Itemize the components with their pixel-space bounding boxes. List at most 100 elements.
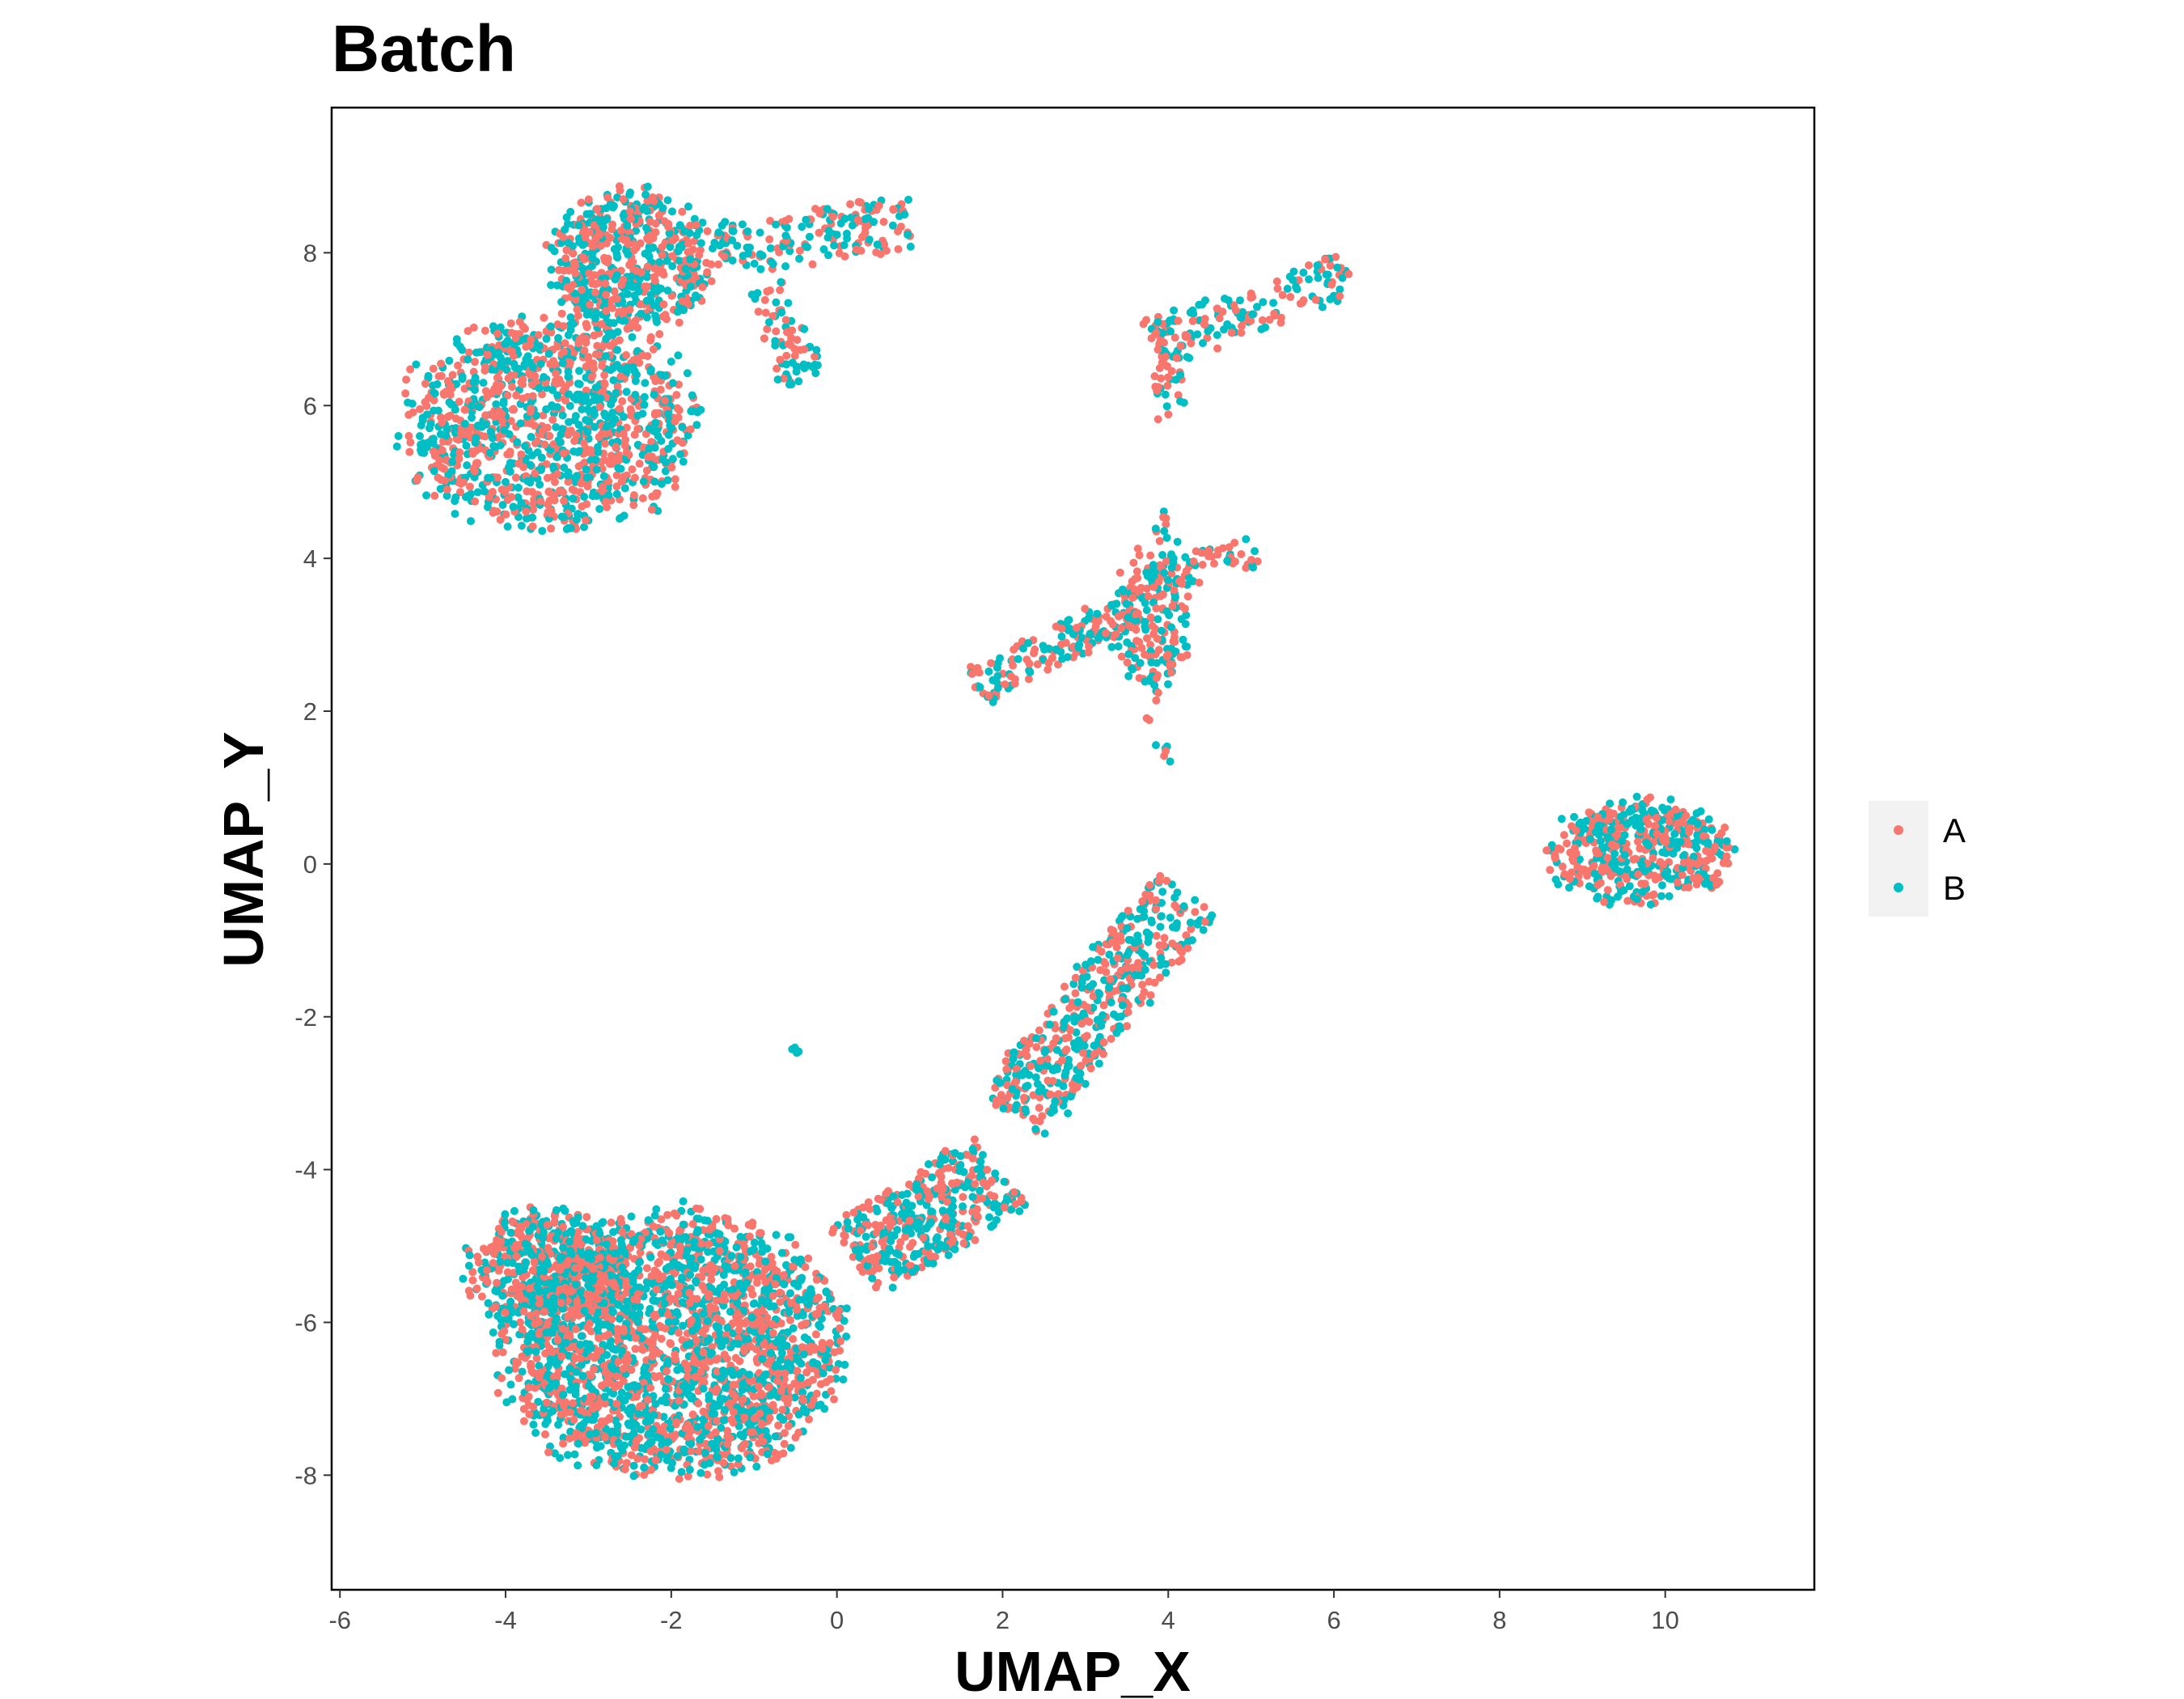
point-b (535, 383, 544, 392)
point-a (519, 463, 528, 472)
point-b (664, 430, 673, 439)
point-a (644, 452, 653, 461)
point-a (675, 1474, 684, 1483)
point-a (553, 470, 561, 478)
point-b (1646, 900, 1655, 909)
point-a (1589, 861, 1598, 870)
point-b (1213, 331, 1221, 340)
point-b (603, 422, 611, 431)
point-a (595, 403, 604, 411)
point-b (548, 386, 557, 395)
point-a (502, 510, 510, 519)
point-a (612, 1372, 621, 1381)
point-a (1001, 680, 1009, 688)
point-a (413, 477, 421, 485)
point-a (602, 290, 610, 299)
point-b (1181, 620, 1190, 629)
point-a (523, 487, 531, 496)
point-a (1665, 817, 1674, 826)
point-a (1091, 622, 1100, 631)
point-b (557, 298, 566, 307)
point-a (622, 448, 631, 456)
point-a (601, 279, 610, 288)
point-a (1594, 880, 1602, 889)
point-b (1657, 892, 1666, 900)
point-a (629, 501, 638, 510)
point-a (1688, 859, 1697, 867)
point-b (516, 419, 525, 428)
point-b (542, 334, 551, 343)
point-a (1722, 852, 1731, 861)
point-b (1223, 557, 1232, 566)
point-a (1711, 842, 1720, 851)
point-a (1189, 557, 1198, 566)
point-a (490, 413, 499, 422)
point-b (417, 440, 425, 449)
point-a (1152, 604, 1161, 612)
point-a (532, 437, 541, 446)
point-b (602, 352, 611, 361)
point-a (522, 507, 531, 516)
point-b (1064, 616, 1073, 625)
point-a (1150, 372, 1159, 380)
point-a (668, 236, 677, 245)
point-b (1582, 816, 1591, 825)
point-a (1168, 602, 1177, 611)
point-b (616, 514, 624, 523)
point-a (1128, 593, 1137, 602)
point-b (1158, 626, 1166, 635)
point-b (1289, 267, 1298, 276)
point-a (610, 338, 619, 347)
point-b (906, 242, 915, 251)
point-a (879, 218, 888, 227)
point-b (642, 273, 651, 282)
point-a (607, 1218, 616, 1227)
point-a (1709, 874, 1717, 883)
point-a (967, 669, 976, 678)
point-a (1129, 558, 1138, 567)
point-a (647, 505, 656, 514)
point-a (569, 249, 578, 258)
point-b (573, 390, 582, 399)
point-a (1010, 680, 1019, 688)
point-b (873, 240, 882, 249)
point-a (629, 257, 637, 266)
point-b (1223, 320, 1232, 328)
point-a (593, 341, 602, 350)
point-b (1179, 635, 1187, 644)
point-a (861, 228, 870, 237)
point-a (493, 507, 502, 516)
point-a (987, 659, 996, 667)
point-b (547, 265, 556, 274)
point-a (889, 205, 898, 214)
point-b (592, 1443, 601, 1452)
point-a (471, 497, 480, 506)
point-b (1607, 896, 1616, 905)
point-a (633, 354, 641, 363)
point-b (1149, 561, 1158, 570)
point-b (658, 455, 667, 464)
point-b (1128, 665, 1137, 674)
point-b (641, 190, 650, 199)
point-b (677, 1468, 686, 1477)
point-a (654, 409, 662, 417)
point-a (1084, 648, 1093, 657)
point-b (642, 313, 651, 322)
point-a (1215, 314, 1224, 323)
point-b (546, 322, 555, 331)
point-b (577, 1332, 586, 1341)
point-a (534, 331, 543, 340)
point-b (679, 1197, 688, 1205)
point-b (583, 427, 592, 436)
point-a (984, 692, 993, 701)
point-a (1132, 567, 1141, 576)
point-a (579, 227, 588, 235)
point-a (1326, 261, 1335, 270)
point-a (1175, 577, 1183, 586)
point-b (608, 203, 617, 212)
point-a (470, 467, 479, 476)
point-b (616, 364, 625, 373)
point-b (802, 215, 811, 224)
point-b (781, 262, 790, 271)
point-a (455, 455, 463, 463)
